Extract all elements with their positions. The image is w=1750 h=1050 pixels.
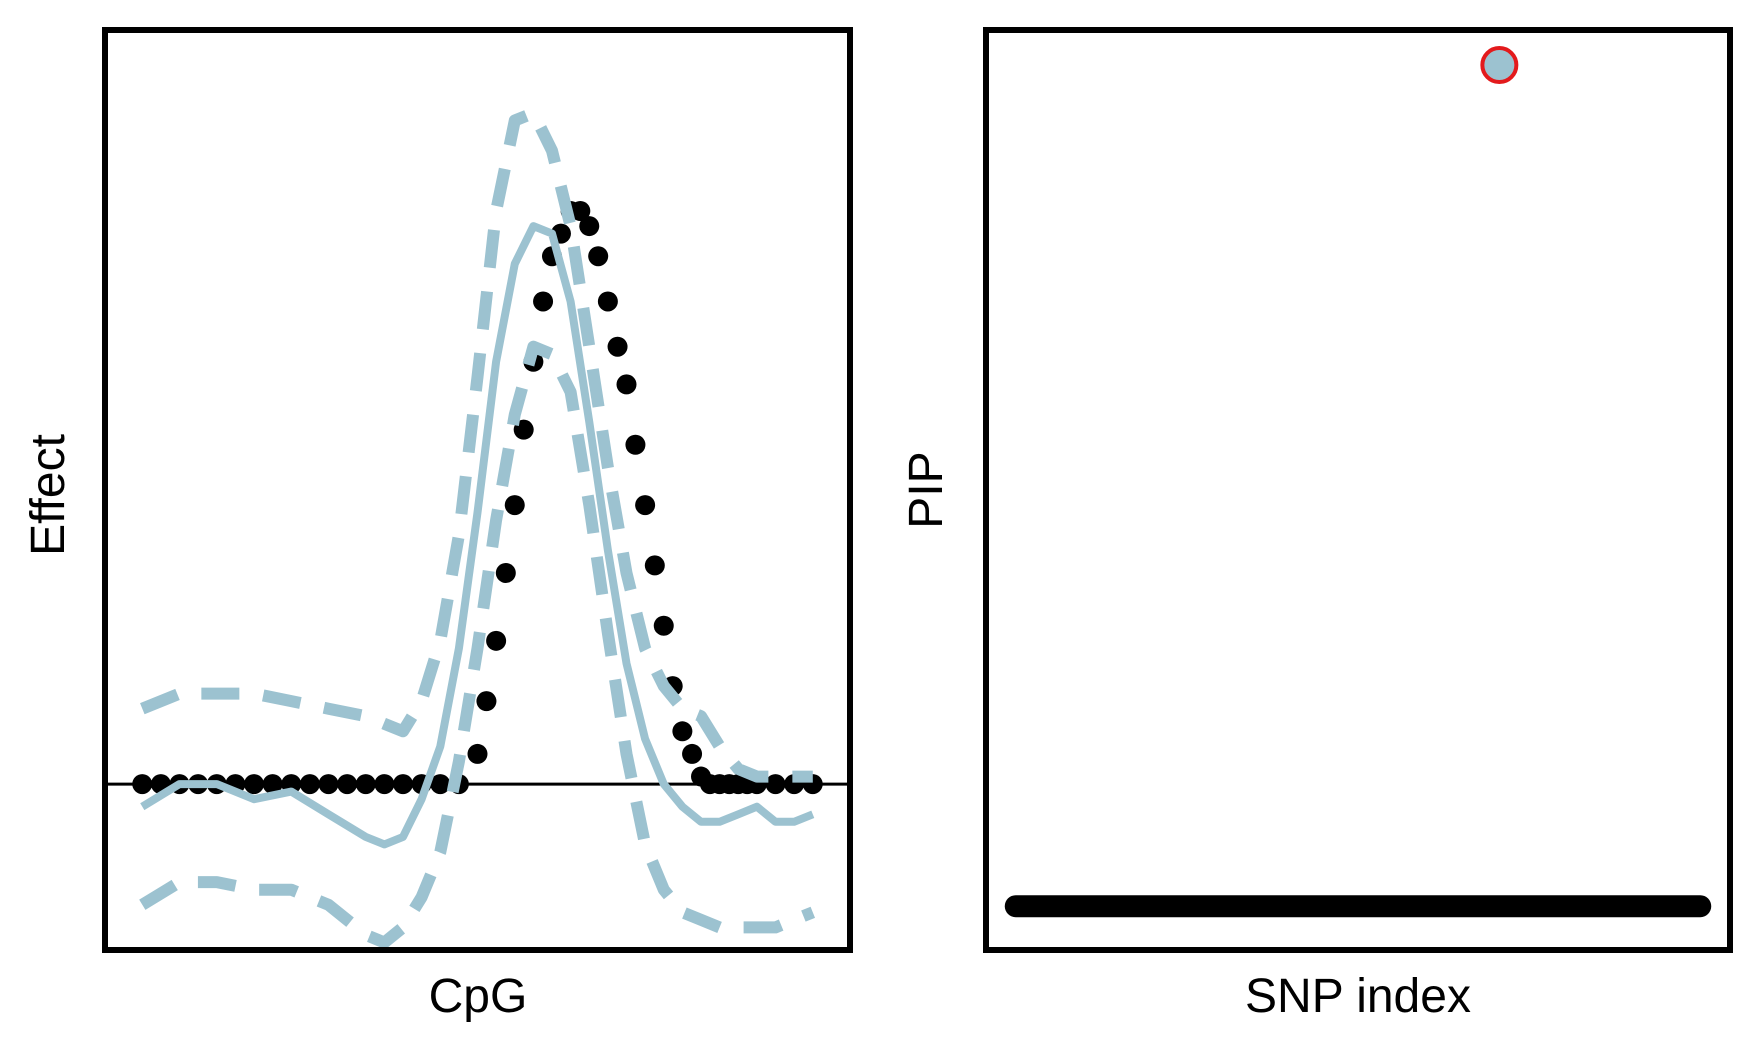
right-x-axis-label: SNP index	[1245, 970, 1471, 1023]
true-effect-point	[318, 774, 339, 795]
true-effect-point	[467, 743, 488, 764]
true-effect-point	[570, 200, 591, 221]
true-effect-point	[132, 774, 153, 795]
right-y-axis-label: PIP	[900, 451, 953, 528]
true-effect-point	[355, 774, 376, 795]
true-effect-point	[299, 774, 320, 795]
true-effect-point	[625, 434, 646, 455]
true-effect-point	[597, 291, 618, 312]
true-effect-point	[588, 246, 609, 267]
true-effect-point	[495, 562, 516, 583]
true-effect-point	[393, 774, 413, 795]
lower-credible-band-line	[139, 340, 816, 949]
true-effect-point	[635, 495, 656, 516]
upper-credible-band-line	[140, 107, 813, 783]
true-effect-point	[616, 374, 637, 395]
true-effect-point	[504, 495, 525, 516]
true-effect-point	[262, 774, 283, 795]
true-effect-point	[765, 774, 786, 795]
true-effect-point	[337, 774, 358, 795]
true-effect-point	[244, 774, 264, 795]
true-effect-point	[653, 615, 674, 636]
true-effect-point	[579, 216, 600, 237]
high-pip-snp-point	[1480, 46, 1519, 85]
right-plot-frame	[983, 27, 1733, 953]
true-effect-point	[607, 336, 628, 357]
true-effect-point	[672, 721, 693, 742]
left-x-axis-label: CpG	[429, 970, 528, 1023]
estimated-effect-line	[140, 222, 815, 849]
left-plot-frame	[102, 27, 853, 953]
true-effect-point	[430, 774, 451, 795]
true-effect-point	[486, 630, 507, 651]
effect-panel	[102, 27, 853, 953]
pip-panel	[983, 27, 1733, 953]
true-effect-point	[644, 555, 665, 576]
true-effect-point	[374, 774, 395, 795]
true-effect-point	[476, 691, 497, 712]
true-effect-point	[533, 291, 554, 312]
true-effect-point	[682, 743, 703, 764]
left-y-axis-label: Effect	[22, 434, 75, 556]
